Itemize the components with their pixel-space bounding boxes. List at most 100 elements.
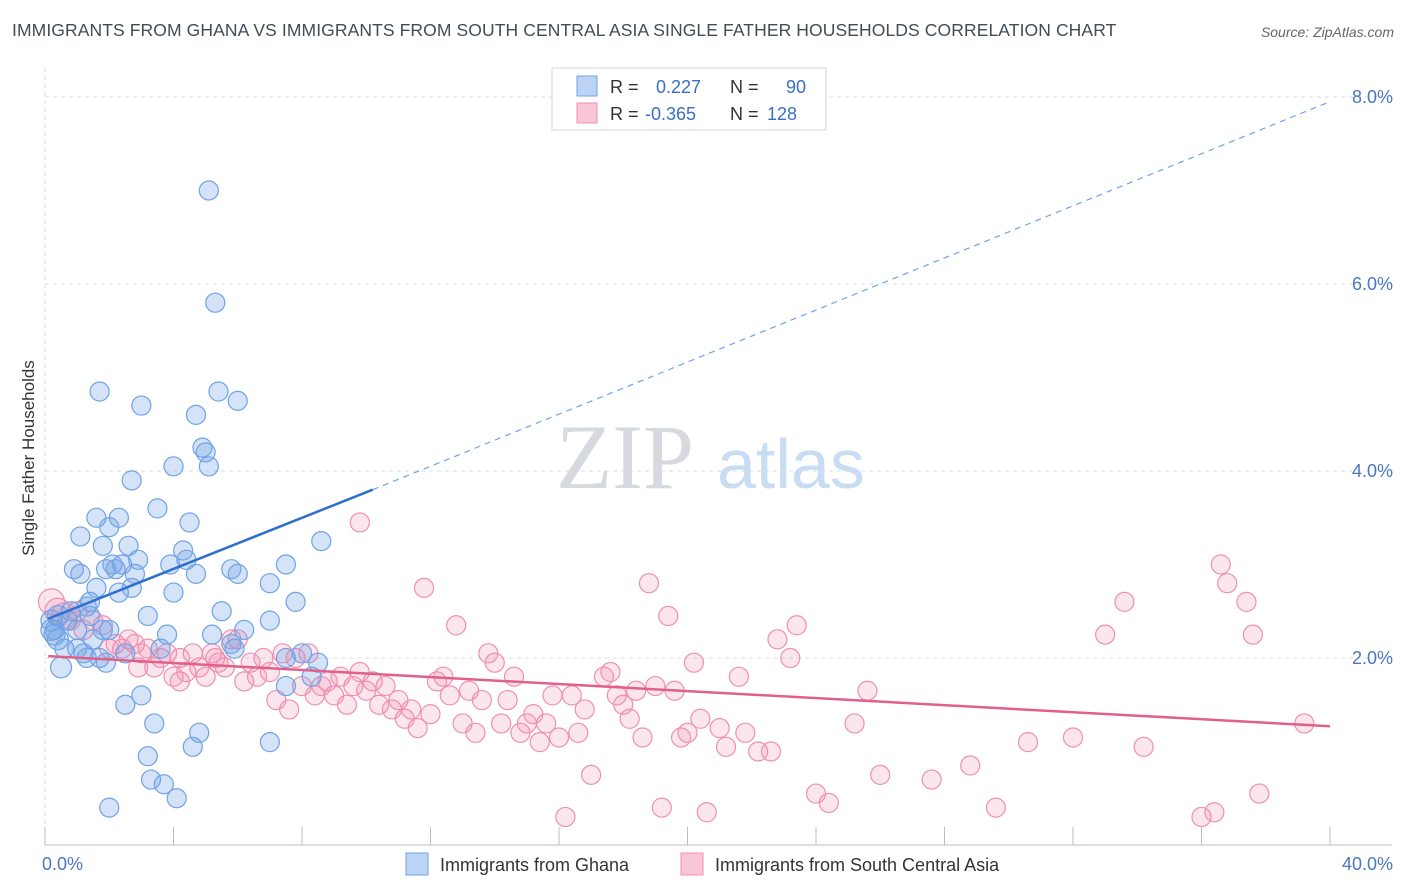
sca-point <box>279 699 300 720</box>
sca-point <box>336 694 358 715</box>
chart-source: Source: ZipAtlas.com <box>1260 24 1394 40</box>
sca-point <box>407 718 428 739</box>
ghana-point <box>108 507 129 528</box>
sca-point <box>1095 624 1116 645</box>
sca-point <box>728 666 750 687</box>
bottom-legend-swatch-sca <box>680 852 704 876</box>
sca-point <box>767 629 788 650</box>
ghana-point <box>307 652 329 673</box>
ghana-point <box>275 675 297 697</box>
ghana-point <box>128 549 149 570</box>
ghana-point <box>131 685 152 706</box>
sca-point <box>128 657 149 678</box>
ghana-point <box>156 624 178 645</box>
sca-point <box>600 661 621 683</box>
sca-point <box>870 764 891 785</box>
ghana-point <box>185 563 207 584</box>
sca-point <box>542 685 563 706</box>
ghana-point <box>189 722 210 743</box>
sca-point <box>1133 736 1154 757</box>
sca-point <box>503 666 525 687</box>
sca-point <box>690 708 711 729</box>
ghana-point <box>153 774 174 795</box>
legend-n-value-ghana: 90 <box>786 77 806 97</box>
ghana-point <box>115 694 136 715</box>
ghana-point <box>92 619 113 641</box>
sca-point <box>1217 573 1238 594</box>
watermark-atlas: atlas <box>717 425 865 503</box>
ghana-point <box>163 582 184 603</box>
sca-point <box>555 806 576 828</box>
bottom-legend-label-ghana: Immigrants from Ghana <box>440 855 630 875</box>
series-ghana <box>40 180 332 818</box>
chart-title: IMMIGRANTS FROM GHANA VS IMMIGRANTS FROM… <box>12 20 1117 40</box>
ghana-point <box>234 619 255 641</box>
sca-point <box>1236 591 1257 613</box>
trend-lines <box>47 101 1331 728</box>
tick-labels: 2.0% 4.0% 6.0% 8.0% 0.0% 40.0% <box>42 87 1393 874</box>
sca-point <box>844 713 865 734</box>
x-tick-label: 40.0% <box>1342 854 1393 874</box>
ghana-point <box>285 591 306 613</box>
sca-point <box>638 573 660 594</box>
sca-point <box>465 722 486 743</box>
sca-point <box>857 680 878 701</box>
sca-point <box>1062 727 1084 748</box>
sca-point <box>420 703 441 725</box>
ghana-point <box>95 652 117 673</box>
ghana-point <box>201 624 223 645</box>
sca-point <box>446 615 467 636</box>
ghana-point <box>144 713 165 734</box>
ghana-point <box>275 647 297 669</box>
sca-point <box>259 661 280 683</box>
sca-point <box>658 605 679 627</box>
sca-point <box>1114 591 1135 613</box>
ghana-point <box>60 601 81 622</box>
sca-point <box>960 755 981 776</box>
sca-point <box>921 769 942 790</box>
sca-point <box>205 647 226 669</box>
sca-point <box>780 647 801 669</box>
ghana-point <box>121 470 142 491</box>
legend-n-label-sca: N = <box>730 104 759 124</box>
sca-point <box>1191 806 1212 828</box>
ghana-point <box>179 512 200 533</box>
sca-point <box>715 736 737 757</box>
ghana-point <box>131 395 152 416</box>
sca-point <box>985 797 1007 818</box>
sca-point <box>1210 554 1231 575</box>
legend-r-value-ghana: 0.227 <box>656 77 701 97</box>
sca-point <box>1017 732 1039 753</box>
sca-point <box>677 722 698 743</box>
legend-r-label-sca: R = <box>610 104 639 124</box>
sca-point <box>581 764 602 785</box>
ghana-point <box>166 788 187 809</box>
sca-point <box>362 671 383 692</box>
sca-point <box>169 671 191 692</box>
stats-legend: R = 0.227 N = 90 R = -0.365 N = 128 <box>551 67 827 131</box>
ghana-point <box>227 563 248 584</box>
ghana-point <box>44 619 65 641</box>
ghana-point <box>49 656 73 679</box>
ghana-point <box>227 390 248 411</box>
ghana-point <box>198 180 219 201</box>
sca-point <box>484 652 505 673</box>
ghana-point <box>67 619 88 641</box>
ghana-point <box>205 292 226 313</box>
ghana-point <box>89 381 110 402</box>
sca-point <box>548 727 570 748</box>
axes <box>44 827 1392 846</box>
ghana-point <box>259 610 280 631</box>
y-tick-label: 6.0% <box>1352 274 1393 294</box>
ghana-point <box>137 746 158 767</box>
sca-point <box>651 797 672 818</box>
watermark-zip: ZIP <box>556 406 694 508</box>
ghana-point <box>99 619 120 641</box>
series-legend: Immigrants from Ghana Immigrants from So… <box>405 852 1000 876</box>
sca-point <box>619 708 640 729</box>
ghana-point <box>137 605 158 627</box>
sca-point <box>349 512 370 533</box>
sca-point <box>471 689 492 711</box>
ghana-point <box>147 498 168 519</box>
